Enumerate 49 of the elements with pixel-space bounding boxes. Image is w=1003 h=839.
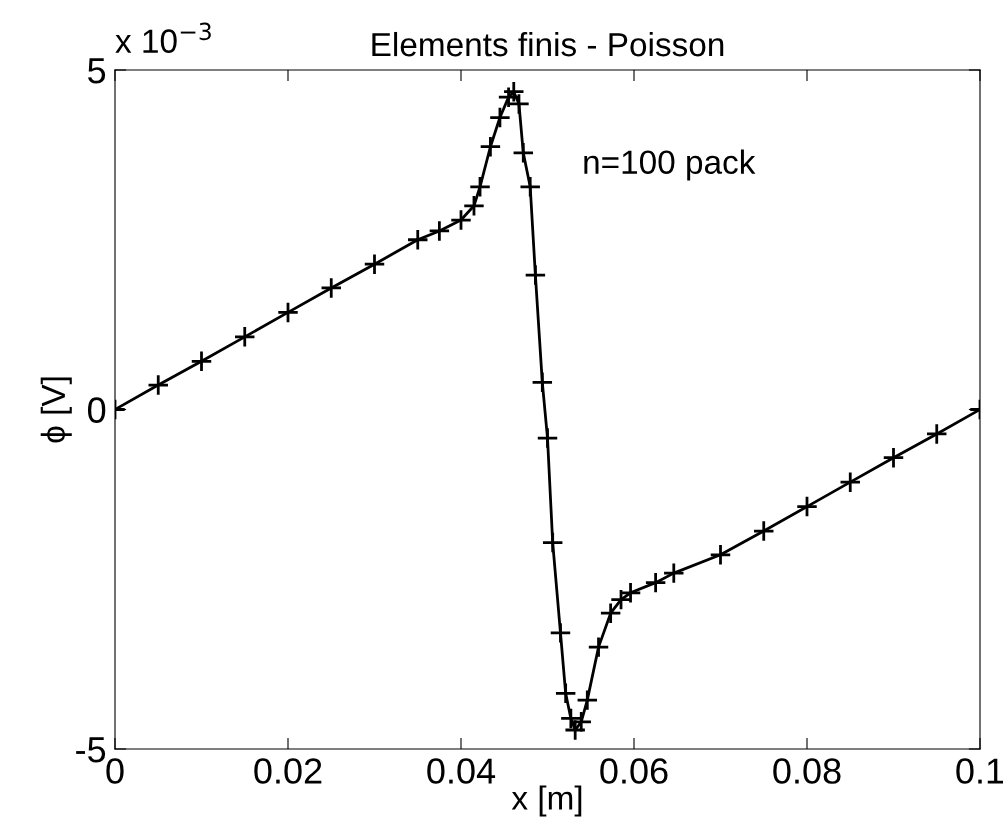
point bbox=[576, 689, 599, 712]
point bbox=[507, 92, 531, 116]
point bbox=[519, 175, 542, 198]
x-tick-label: 0 bbox=[106, 758, 124, 784]
point bbox=[406, 228, 429, 251]
x-tick-label: 0.1 bbox=[956, 758, 1003, 784]
point bbox=[795, 495, 819, 518]
point bbox=[363, 253, 386, 276]
point bbox=[449, 208, 473, 232]
chart-title: Elements finis - Poisson bbox=[372, 31, 724, 57]
point bbox=[479, 135, 502, 158]
x-tick-label: 0.06 bbox=[600, 758, 668, 784]
point bbox=[709, 543, 732, 566]
point bbox=[233, 325, 256, 348]
x-axis-title: x [m] bbox=[511, 785, 582, 817]
point bbox=[541, 531, 564, 554]
point bbox=[839, 471, 862, 494]
point bbox=[497, 86, 520, 109]
point bbox=[925, 422, 948, 446]
point bbox=[549, 621, 572, 644]
point bbox=[587, 636, 610, 659]
annotation: n=100 pack bbox=[584, 149, 756, 181]
x-tick-label: 0.02 bbox=[254, 758, 322, 784]
point bbox=[147, 373, 170, 397]
y-tick-label: 5 bbox=[88, 58, 106, 84]
x-tick-label: 0.08 bbox=[773, 758, 841, 784]
point bbox=[462, 194, 486, 217]
point bbox=[190, 350, 213, 373]
point bbox=[488, 106, 512, 129]
point bbox=[644, 571, 667, 594]
y-tick-label: -5 bbox=[76, 737, 106, 763]
y-tick-label: 0 bbox=[88, 397, 106, 423]
x-tick-label: 0.04 bbox=[427, 758, 496, 784]
point bbox=[662, 562, 685, 585]
point bbox=[752, 519, 775, 543]
point bbox=[554, 682, 577, 705]
point bbox=[320, 276, 343, 300]
text: x 10$^{−3}$ bbox=[115, 22, 211, 53]
point bbox=[428, 219, 451, 243]
point bbox=[882, 446, 905, 469]
point bbox=[276, 301, 300, 324]
point bbox=[531, 371, 554, 394]
y-axis-title: ϕ [V] bbox=[40, 377, 72, 443]
point bbox=[512, 141, 535, 164]
point bbox=[536, 426, 559, 450]
point bbox=[524, 263, 547, 287]
point bbox=[468, 175, 492, 198]
point bbox=[502, 80, 525, 103]
point bbox=[559, 707, 582, 730]
